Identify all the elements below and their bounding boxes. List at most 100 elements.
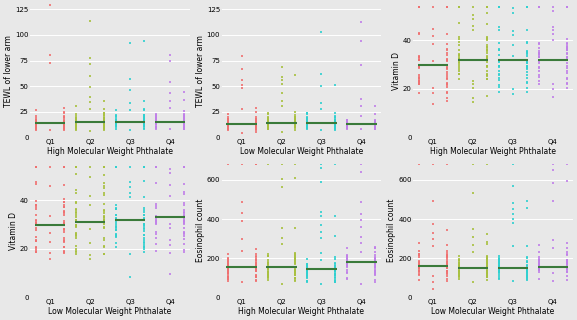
Point [494,260,504,265]
Point [223,267,232,272]
Point [263,123,272,128]
Point [562,54,571,60]
Point [303,121,312,126]
Point [291,264,300,269]
Point [482,270,492,276]
Point [414,79,424,84]
Point [179,241,189,246]
Point [99,116,108,121]
Point [469,190,478,195]
Point [534,259,544,264]
Point [291,123,300,128]
Point [303,110,312,116]
Point [85,107,95,112]
Point [331,264,340,269]
Point [454,77,463,82]
Point [46,239,55,244]
Point [522,273,531,278]
Point [291,269,300,275]
Point [331,125,340,130]
Point [494,260,504,265]
Point [371,120,380,125]
Point [166,182,175,187]
Point [343,260,352,266]
Point [85,94,95,100]
Point [251,252,260,257]
Point [151,111,160,116]
Point [482,257,492,262]
Point [494,265,504,270]
Point [223,277,232,282]
Point [482,36,492,41]
Point [263,117,272,122]
Point [59,248,69,253]
Point [140,119,149,124]
Point [291,255,300,260]
Point [443,84,452,90]
Point [482,272,492,277]
Point [443,74,452,79]
Point [111,120,121,125]
Point [482,47,492,52]
Point [357,126,366,132]
Point [562,257,571,262]
Point [59,164,69,169]
Point [59,204,69,209]
Point [166,98,175,103]
Point [59,219,69,224]
Point [179,126,189,131]
Point [179,113,189,118]
Point [263,122,272,127]
Point [99,124,108,129]
Point [317,180,326,185]
Point [482,271,492,276]
Point [414,80,424,85]
Point [140,122,149,127]
Point [303,264,312,269]
Point [371,121,380,126]
Point [263,122,272,127]
Point [111,233,121,238]
Point [303,269,312,275]
Point [111,228,121,233]
Point [331,122,340,127]
Point [263,112,272,117]
Point [251,122,260,127]
Point [522,256,531,261]
Point [59,121,69,126]
Point [99,202,108,207]
Point [72,119,81,124]
Point [251,118,260,123]
Point [428,59,437,64]
Point [291,112,300,117]
Point [534,263,544,268]
Point [562,41,571,46]
Point [59,239,69,244]
Point [562,245,571,251]
Point [263,162,272,167]
Point [223,121,232,126]
Point [482,241,492,246]
Point [251,118,260,124]
Point [469,250,478,255]
Point [469,95,478,100]
Point [331,122,340,127]
Point [548,245,557,251]
Point [494,48,504,53]
Point [179,115,189,120]
Point [482,273,492,278]
Point [494,253,504,259]
Point [291,257,300,262]
Point [179,123,189,128]
Point [72,118,81,123]
Point [469,78,478,83]
Point [317,213,326,219]
Point [125,164,134,169]
Point [443,271,452,276]
Point [482,254,492,259]
Point [562,44,571,49]
Point [291,162,300,167]
Point [179,203,189,208]
Point [371,255,380,260]
Point [151,221,160,226]
